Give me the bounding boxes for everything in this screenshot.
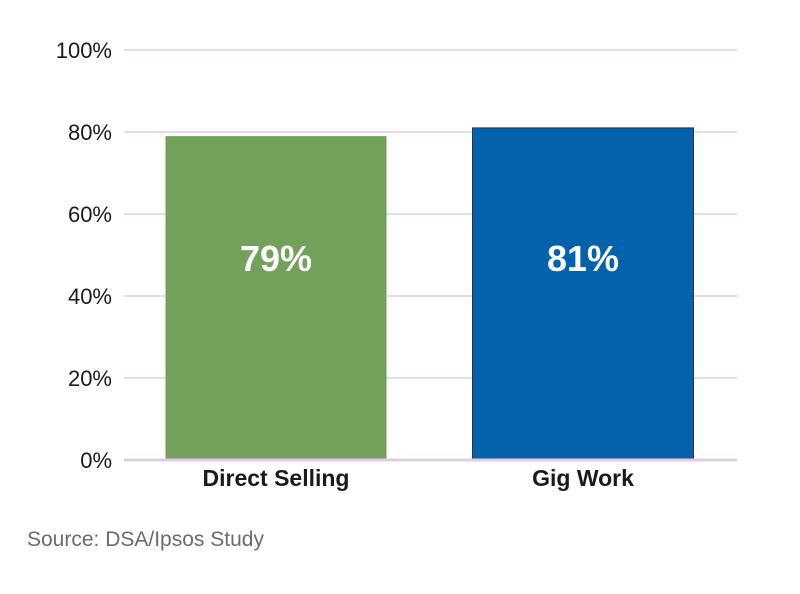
bar-chart: 0% 20% 40% 60% 80% 100% Direct Selling Gig Wor… bbox=[56, 38, 737, 491]
y-tick-label: 80% bbox=[68, 120, 112, 145]
bar-gig-work bbox=[472, 127, 694, 461]
bar-value-label: 81% bbox=[547, 238, 619, 279]
bar-direct-selling bbox=[165, 136, 387, 460]
x-category-label: Gig Work bbox=[532, 465, 634, 491]
y-tick-label: 60% bbox=[68, 202, 112, 227]
bar-value-labels: 79% 81% bbox=[240, 238, 619, 279]
y-axis-tick-labels: 0% 20% 40% 60% 80% 100% bbox=[56, 38, 112, 473]
source-note: Source: DSA/Ipsos Study bbox=[27, 528, 264, 551]
y-tick-label: 100% bbox=[56, 38, 112, 63]
category-labels: Direct Selling Gig Work bbox=[203, 465, 635, 491]
bar-value-label: 79% bbox=[240, 238, 312, 279]
y-tick-label: 40% bbox=[68, 284, 112, 309]
x-category-label: Direct Selling bbox=[203, 465, 350, 491]
y-tick-label: 0% bbox=[80, 448, 112, 473]
y-tick-label: 20% bbox=[68, 366, 112, 391]
bars bbox=[165, 127, 694, 461]
